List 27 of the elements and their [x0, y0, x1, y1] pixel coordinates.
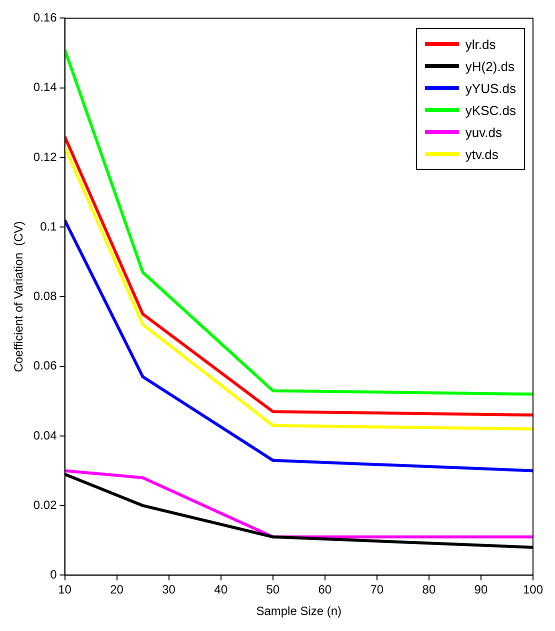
legend-label: ytv.ds — [465, 146, 498, 162]
x-axis-title: Sample Size (n) — [256, 604, 342, 618]
x-tick-label: 100 — [522, 582, 544, 597]
y-tick-label: 0.1 — [40, 219, 58, 234]
x-tick-label: 70 — [370, 582, 384, 597]
legend-label: yYUS.ds — [465, 80, 516, 96]
x-tick-label: 40 — [214, 582, 228, 597]
x-tick-label: 60 — [318, 582, 332, 597]
legend-label: yH(2).ds — [465, 58, 515, 74]
y-axis-title: Coefficient of Variation (CV) — [12, 221, 26, 372]
y-tick-label: 0.14 — [33, 80, 58, 94]
legend-label: yuv.ds — [465, 124, 502, 140]
y-tick-label: 0.04 — [33, 428, 58, 442]
y-tick-label: 0.12 — [33, 150, 58, 164]
y-tick-label: 0.08 — [33, 289, 58, 304]
y-tick-label: 0.06 — [33, 358, 58, 373]
legend-label: yKSC.ds — [465, 102, 516, 118]
x-tick-label: 50 — [266, 582, 280, 597]
x-tick-label: 30 — [162, 582, 176, 597]
x-tick-label: 10 — [58, 582, 72, 597]
x-tick-label: 20 — [110, 582, 124, 597]
y-tick-label: 0 — [50, 568, 58, 582]
x-tick-label: 80 — [422, 582, 436, 597]
y-tick-label: 0.02 — [33, 498, 58, 512]
y-tick-label: 0.16 — [33, 10, 58, 25]
legend-label: ylr.ds — [465, 36, 496, 52]
x-tick-label: 90 — [474, 582, 488, 597]
